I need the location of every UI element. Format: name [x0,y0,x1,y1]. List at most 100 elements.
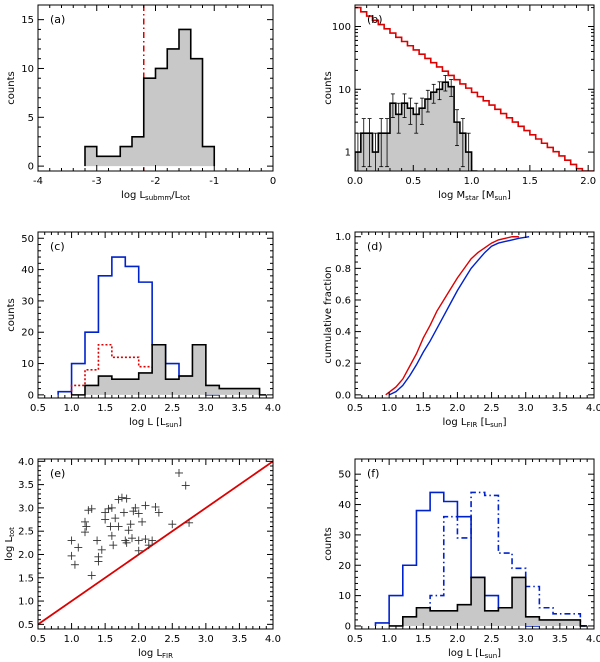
ytick-label: 0.5 [18,620,34,631]
xtick-label: 2.5 [484,634,500,645]
histogram-step-1 [415,491,588,627]
ytick-label: 20 [21,328,34,339]
scatter-point-20 [114,495,123,504]
ytick-label: 1.0 [335,232,351,243]
ytick-label: 40 [338,500,351,511]
xtick-label: 2.5 [164,634,180,645]
xtick-label: 3.5 [231,403,247,414]
histogram-fill-0 [85,29,215,167]
xtick-label: 0.5 [30,403,46,414]
scatter-point-25 [122,494,131,503]
bar-f-6 [471,577,485,626]
y-axis-label: counts [323,527,334,560]
ytick-label: 2.0 [18,550,34,561]
cumulative-line-1 [388,236,530,396]
xtick-label: -4 [33,176,43,187]
scatter-point-2 [67,536,76,545]
xtick-label: 2.5 [484,403,500,414]
ytick-label: 30 [338,530,351,541]
scatter-point-46 [114,522,123,531]
scatter-point-17 [107,503,116,512]
ytick-label: 0.8 [335,264,351,275]
scatter-point-6 [81,517,89,526]
x-axis-label: log LFIR [Lsun] [442,417,506,429]
bar-c-10 [206,385,219,394]
bar-c-4 [125,379,138,395]
scatter-point-19 [111,514,120,523]
xtick-label: 0.5 [347,634,363,645]
plot-area-e [38,460,273,626]
xtick-label: 1.0 [381,403,397,414]
scatter-point-3 [74,543,83,552]
bar-f-11 [539,620,553,626]
panel-b: 0.0 0.5 1.0 1.5 2.0 1 10 100 (b) log Mstar [Msun]… [323,4,596,202]
ytick-label: 2.5 [18,527,34,538]
xtick-label: -3 [92,176,102,187]
scatter-point-26 [124,526,133,535]
ytick-label: 10 [21,64,34,75]
xtick-label: 4.0 [586,403,600,414]
bar-f-8 [498,608,512,626]
xtick-label: -2 [151,176,161,187]
xtick-label: 3.5 [231,634,247,645]
ytick-label: 40 [21,265,34,276]
scatter-point-14 [101,515,110,524]
bar-a-8 [179,29,191,166]
y-axis-label: log Ltot [4,527,16,561]
xtick-label: 3.0 [198,634,214,645]
scatter-point-22 [119,508,128,517]
bar-b-14 [437,89,443,171]
plot-area-a [84,5,216,171]
scatter-point-28 [128,534,136,543]
ytick-label: 50 [338,470,351,481]
panel-c: 0.5 1.0 1.5 2.0 2.5 3.0 3.5 4.0 0 10 20 30 40 50 (c) lo… [6,231,281,429]
scatter-point-44 [106,522,115,531]
scatter-point-7 [84,506,93,515]
ytick-label: 1.5 [18,573,34,584]
ytick-label: 1 [345,148,351,159]
xtick-label: 3.5 [552,403,568,414]
bar-a-10 [203,147,215,167]
scatter-point-35 [141,535,150,544]
scatter-point-38 [151,502,160,511]
scatter-point-47 [134,546,143,555]
ytick-label: 0.2 [335,359,351,370]
scatter-point-0 [70,560,79,569]
xtick-label: 0.5 [405,176,421,187]
histogram-fill-2 [71,344,267,395]
bar-f-1 [403,617,417,626]
scatter-point-12 [97,545,106,554]
scatter-point-32 [134,509,143,518]
ytick-label: 10 [338,591,351,602]
xtick-label: 0.5 [347,403,363,414]
xtick-label: 1.0 [64,634,80,645]
histogram-outline-2 [389,576,588,627]
bar-a-4 [132,137,144,166]
x-axis-label: log Lsubmm/Ltot [121,190,190,202]
xtick-label: 1.0 [381,634,397,645]
panel-label-b: (b) [367,13,383,26]
x-axis-label: log L [Lsun] [129,417,182,429]
bar-c-11 [219,389,232,395]
bar-a-6 [156,68,168,166]
panel-f: 0.5 1.0 1.5 2.0 2.5 3.0 3.5 4.0 0 10 20 30 40 50 (f) lo… [323,458,600,660]
ytick-label: 10 [21,359,34,370]
panel-label-c: (c) [50,240,65,253]
xtick-label: 1.0 [464,176,480,187]
scatter-point-24 [122,538,131,547]
scatter-point-36 [144,541,153,550]
scatter-point-29 [129,507,138,516]
bar-a-3 [120,147,132,167]
bar-c-5 [139,373,152,395]
xtick-label: 4.0 [265,634,281,645]
ytick-label: 4.0 [18,457,34,468]
bar-f-4 [444,611,458,626]
ytick-label: 0 [28,162,34,173]
plot-area-b [355,6,594,171]
xtick-label: 3.0 [198,403,214,414]
frame-f [354,458,595,630]
ytick-label: 5 [28,113,34,124]
bar-b-13 [431,92,437,171]
scatter-point-37 [148,536,157,545]
ytick-label: 0.4 [335,327,351,338]
